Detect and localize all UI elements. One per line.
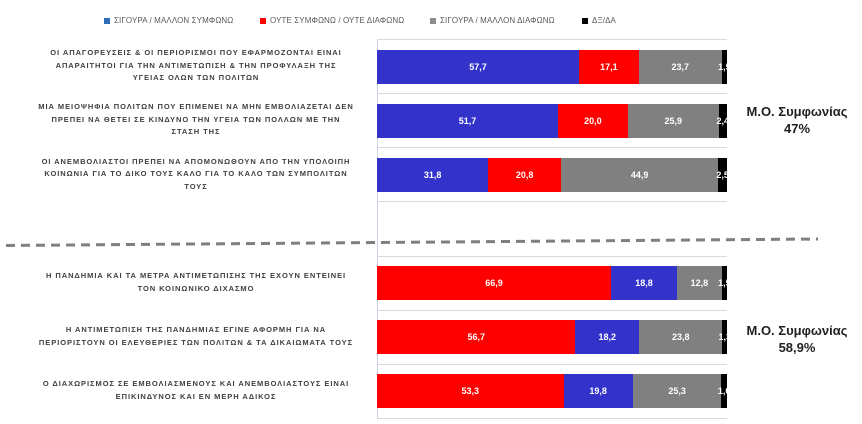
category-label: ΟΙ ΑΠΑΓΟΡΕΥΣΕΙΣ & ΟΙ ΠΕΡΙΟΡΙΣΜΟΙ ΠΟΥ ΕΦΑ… bbox=[50, 48, 342, 83]
category-label: Ο ΔΙΑΧΩΡΙΣΜΟΣ ΣΕ ΕΜΒΟΛΙΑΣΜΕΝΟΥΣ ΚΑΙ ΑΝΕΜ… bbox=[42, 379, 350, 401]
bar-segment bbox=[578, 49, 640, 84]
bar-value-label: 2,5 bbox=[716, 169, 727, 180]
annotation-value: 58,9% bbox=[778, 340, 816, 355]
bar-value-label: 2,4 bbox=[716, 115, 727, 126]
bar-value-label: 17,1 bbox=[600, 61, 618, 72]
bar-segment bbox=[718, 157, 727, 192]
bar-value-label: 51,7 bbox=[458, 115, 477, 126]
bar-segment bbox=[377, 320, 576, 355]
legend-label-disagree: ΣΙΓΟΥΡΑ / ΜΑΛΛΟΝ ΔΙΑΦΩΝΩ bbox=[440, 16, 555, 25]
bar-segment bbox=[632, 374, 722, 409]
bar-value-label: 20,8 bbox=[515, 169, 534, 180]
category-label-row: ΜΙΑ ΜΕΙΟΨΗΦΙΑ ΠΟΛΙΤΩΝ ΠΟΥ ΕΠΙΜΕΝΕΙ ΝΑ ΜΗ… bbox=[0, 93, 392, 147]
bar-value-label: 1,5 bbox=[718, 278, 727, 289]
agreement-average-annotation-top: Μ.Ο. Συμφωνίας 47% bbox=[737, 103, 857, 137]
bar-segment bbox=[718, 103, 727, 138]
annotation-label: Μ.Ο. Συμφωνίας bbox=[746, 323, 848, 338]
bar-value-label: 1,3 bbox=[718, 332, 727, 343]
bar-segment bbox=[639, 320, 723, 355]
legend-label-agree: ΣΙΓΟΥΡΑ / ΜΑΛΛΟΝ ΣΥΜΦΩΝΩ bbox=[114, 16, 234, 25]
legend-swatch-disagree bbox=[430, 17, 436, 24]
gridline bbox=[377, 417, 727, 419]
bar-segment bbox=[561, 157, 719, 192]
bar-segment bbox=[575, 320, 640, 355]
bar-segment bbox=[377, 374, 565, 409]
category-label: Η ΠΑΝΔΗΜΙΑ ΚΑΙ ΤΑ ΜΕΤΡΑ ΑΝΤΙΜΕΤΩΠΙΣΗΣ ΤΗ… bbox=[45, 271, 347, 293]
bar-segment bbox=[557, 103, 629, 138]
bar-segment bbox=[722, 320, 727, 355]
category-label-row: Η ΑΝΤΙΜΕΤΩΠΙΣΗ ΤΗΣ ΠΑΝΔΗΜΙΑΣ ΕΓΙΝΕ ΑΦΟΡΜ… bbox=[0, 310, 392, 364]
bar-segment bbox=[611, 266, 678, 301]
category-label-row: ΟΙ ΑΝΕΜΒΟΛΙΑΣΤΟΙ ΠΡΕΠΕΙ ΝΑ ΑΠΟΜΟΝΩΘΟΥΝ Α… bbox=[0, 147, 392, 201]
bar-value-label: 1,6 bbox=[717, 386, 727, 397]
category-label-row: ΟΙ ΑΠΑΓΟΡΕΥΣΕΙΣ & ΟΙ ΠΕΡΙΟΡΙΣΜΟΙ ΠΟΥ ΕΦΑ… bbox=[0, 39, 392, 93]
bar-value-label: 56,7 bbox=[467, 332, 485, 343]
bar-value-label: 1,5 bbox=[718, 61, 727, 72]
legend-label-dk-na: ΔΞ/ΔΑ bbox=[592, 16, 616, 25]
bar-value-label: 53,3 bbox=[461, 386, 480, 397]
bar-segment bbox=[377, 49, 580, 84]
bar-segment bbox=[721, 49, 727, 84]
bar-segment bbox=[563, 374, 634, 409]
bar-value-label: 20,0 bbox=[584, 115, 602, 126]
bar-segment bbox=[721, 266, 727, 301]
gridline bbox=[377, 309, 727, 311]
bar-segment bbox=[627, 103, 720, 138]
bar-value-label: 25,9 bbox=[664, 115, 683, 126]
bar-segment bbox=[638, 49, 723, 84]
annotation-label: Μ.Ο. Συμφωνίας bbox=[746, 104, 848, 119]
bar-segment bbox=[377, 103, 559, 138]
gridline bbox=[377, 39, 727, 40]
bar-value-label: 25,3 bbox=[668, 386, 686, 397]
bar-segment bbox=[377, 157, 489, 192]
bar-value-label: 66,9 bbox=[485, 278, 503, 289]
category-label: ΟΙ ΑΝΕΜΒΟΛΙΑΣΤΟΙ ΠΡΕΠΕΙ ΝΑ ΑΠΟΜΟΝΩΘΟΥΝ Α… bbox=[41, 156, 351, 191]
bar-value-label: 19,8 bbox=[589, 386, 607, 397]
legend-swatch-dk-na bbox=[582, 17, 588, 24]
category-label: Η ΑΝΤΙΜΕΤΩΠΙΣΗ ΤΗΣ ΠΑΝΔΗΜΙΑΣ ΕΓΙΝΕ ΑΦΟΡΜ… bbox=[38, 325, 354, 347]
gridline bbox=[377, 255, 727, 257]
bar-segment bbox=[721, 374, 727, 409]
bar-value-label: 31,8 bbox=[423, 169, 442, 180]
gridline bbox=[377, 363, 727, 365]
bar-value-label: 23,7 bbox=[671, 61, 690, 72]
legend-item-agree: ΣΙΓΟΥΡΑ / ΜΑΛΛΟΝ ΣΥΜΦΩΝΩ bbox=[104, 15, 233, 26]
gridline bbox=[377, 201, 727, 203]
bar-value-label: 23,8 bbox=[672, 332, 690, 343]
bar-segment bbox=[377, 266, 612, 301]
bar-segment bbox=[676, 266, 723, 301]
plot-area: 57,7 17,1 23,7 1,5 51,7 20,0 25,9 2,4 31,8 20,8 44… bbox=[377, 39, 727, 419]
bar-value-label: 18,8 bbox=[635, 278, 653, 289]
legend-swatch-neutral bbox=[260, 17, 266, 24]
bar-value-label: 57,7 bbox=[469, 61, 487, 72]
bar-value-label: 12,8 bbox=[690, 278, 709, 289]
category-label-row: Ο ΔΙΑΧΩΡΙΣΜΟΣ ΣΕ ΕΜΒΟΛΙΑΣΜΕΝΟΥΣ ΚΑΙ ΑΝΕΜ… bbox=[0, 364, 392, 418]
gridline bbox=[377, 93, 727, 95]
legend-item-disagree: ΣΙΓΟΥΡΑ / ΜΑΛΛΟΝ ΔΙΑΦΩΝΩ bbox=[430, 15, 555, 26]
annotation-value: 47% bbox=[783, 121, 811, 136]
category-label-row: Η ΠΑΝΔΗΜΙΑ ΚΑΙ ΤΑ ΜΕΤΡΑ ΑΝΤΙΜΕΤΩΠΙΣΗΣ ΤΗ… bbox=[0, 256, 392, 310]
legend-item-dk-na: ΔΞ/ΔΑ bbox=[582, 15, 616, 26]
category-label: ΜΙΑ ΜΕΙΟΨΗΦΙΑ ΠΟΛΙΤΩΝ ΠΟΥ ΕΠΙΜΕΝΕΙ ΝΑ ΜΗ… bbox=[38, 102, 354, 137]
bar-value-label: 18,2 bbox=[598, 332, 617, 343]
bar-segment bbox=[488, 157, 562, 192]
legend-swatch-agree bbox=[104, 17, 110, 24]
agreement-average-annotation-bottom: Μ.Ο. Συμφωνίας 58,9% bbox=[737, 322, 857, 356]
legend-label-neutral: ΟΥΤΕ ΣΥΜΦΩΝΩ / ΟΥΤΕ ΔΙΑΦΩΝΩ bbox=[270, 16, 405, 25]
gridline bbox=[377, 147, 727, 149]
legend-item-neutral: ΟΥΤΕ ΣΥΜΦΩΝΩ / ΟΥΤΕ ΔΙΑΦΩΝΩ bbox=[260, 15, 404, 26]
bar-value-label: 44,9 bbox=[630, 169, 649, 180]
category-axis-line bbox=[377, 39, 378, 419]
